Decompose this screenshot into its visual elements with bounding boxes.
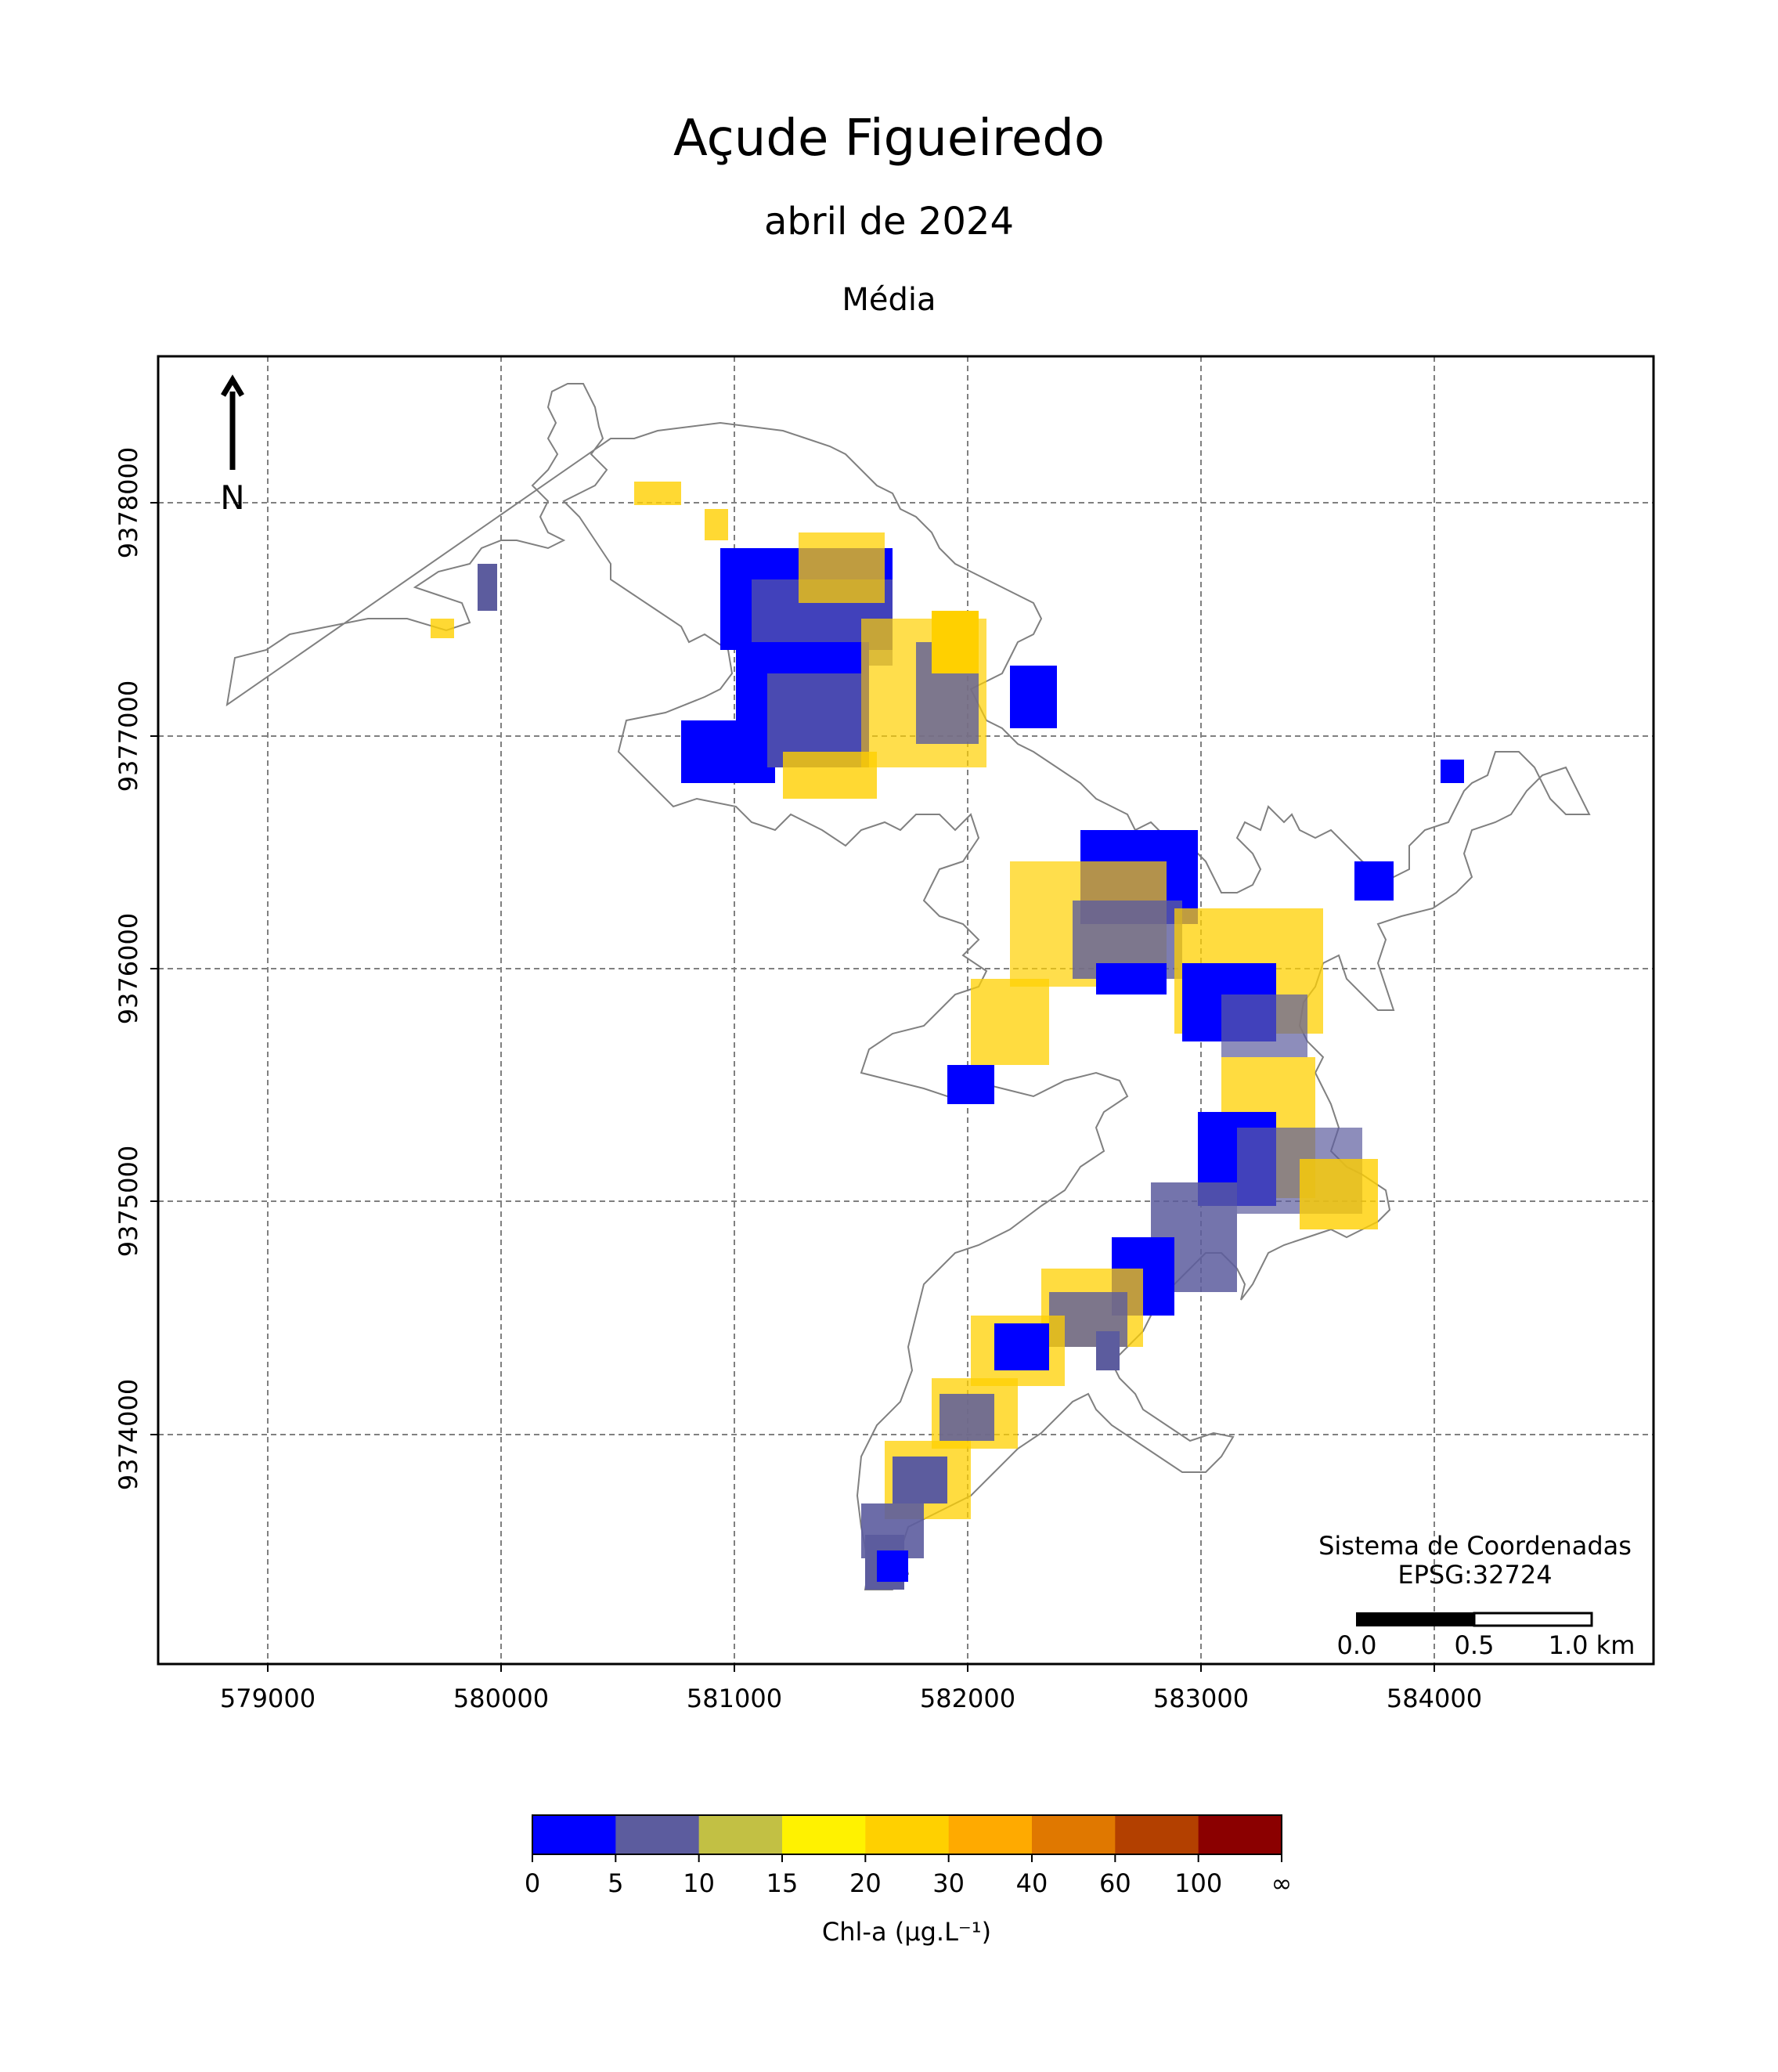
colorbar-segment (1115, 1815, 1199, 1854)
colorbar-segment (615, 1815, 700, 1854)
gridlines (158, 356, 1654, 1664)
map-title: Açude Figueiredo (673, 110, 1105, 168)
north-arrow-icon (220, 374, 245, 470)
colorbar-label: Chl-a (μg.L⁻¹) (822, 1917, 991, 1947)
x-axis (267, 1664, 1435, 1672)
y-tick-label: 9374000 (114, 1379, 143, 1491)
reservoir-outline (225, 383, 1591, 1590)
x-tick-label: 582000 (920, 1684, 1015, 1713)
y-axis (150, 502, 158, 1435)
colorbar-segment (782, 1815, 866, 1854)
x-tick-label: 581000 (687, 1684, 782, 1713)
colorbar-tick-label: ∞ (1271, 1868, 1293, 1898)
colorbar-tick-label: 40 (1016, 1868, 1048, 1898)
y-tick-label: 9377000 (114, 680, 143, 792)
map-subtitle: abril de 2024 (764, 200, 1014, 244)
scale-label: 0.0 (1337, 1630, 1377, 1660)
map-frame (157, 355, 1655, 1666)
colorbar-segment (532, 1815, 616, 1854)
colorbar (532, 1815, 1282, 1854)
colorbar-segment (948, 1815, 1033, 1854)
colorbar-tick-label: 15 (766, 1868, 799, 1898)
y-tick-label: 9376000 (114, 913, 143, 1025)
colorbar-tick-label: 0 (525, 1868, 540, 1898)
north-label: N (220, 478, 244, 517)
scale-label: 1.0 km (1549, 1630, 1636, 1660)
colorbar-segment (698, 1815, 783, 1854)
chl-a-raster (431, 482, 1464, 1590)
colorbar-tick-label: 20 (849, 1868, 882, 1898)
y-tick-label: 9378000 (114, 447, 143, 559)
x-tick-label: 583000 (1153, 1684, 1249, 1713)
y-tick-label: 9375000 (114, 1146, 143, 1258)
colorbar-frame (532, 1814, 1282, 1855)
colorbar-tick-label: 10 (683, 1868, 715, 1898)
statistic-label: Média (842, 282, 936, 318)
crs-code: EPSG:32724 (1398, 1560, 1552, 1590)
x-tick-label: 584000 (1387, 1684, 1482, 1713)
colorbar-segment (1198, 1815, 1282, 1854)
colorbar-tick-label: 30 (932, 1868, 965, 1898)
colorbar-tick-label: 100 (1174, 1868, 1222, 1898)
colorbar-tick-label: 5 (608, 1868, 623, 1898)
x-tick-label: 579000 (220, 1684, 316, 1713)
colorbar-segment (1032, 1815, 1116, 1854)
colorbar-tick-label: 60 (1099, 1868, 1131, 1898)
crs-label: Sistema de Coordenadas (1318, 1531, 1632, 1561)
scale-label: 0.5 (1455, 1630, 1495, 1660)
colorbar-ticks: 0 5 10 15 20 30 40 60 100 ∞ (525, 1854, 1293, 1898)
x-tick-label: 580000 (453, 1684, 549, 1713)
scale-bar (1356, 1612, 1593, 1627)
colorbar-segment (865, 1815, 950, 1854)
